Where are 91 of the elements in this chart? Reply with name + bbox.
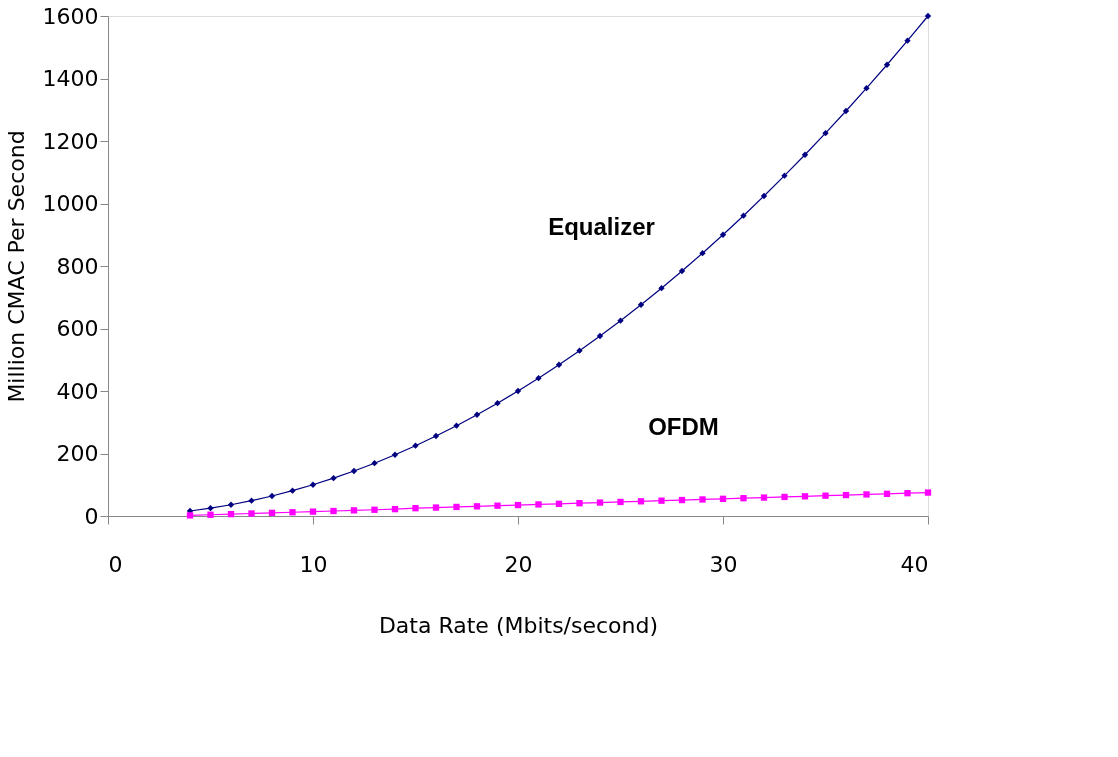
y-tick-label: 200 bbox=[56, 441, 99, 466]
point bbox=[309, 481, 317, 488]
point bbox=[350, 467, 358, 475]
point bbox=[842, 491, 850, 499]
point bbox=[391, 451, 399, 458]
text: OFDM bbox=[648, 413, 719, 441]
y-tick-label: 600 bbox=[56, 316, 99, 341]
point bbox=[678, 267, 686, 275]
point bbox=[781, 493, 788, 501]
series-label: Equalizer bbox=[548, 213, 655, 241]
point bbox=[658, 285, 665, 292]
point bbox=[494, 400, 501, 407]
point bbox=[535, 501, 542, 508]
point bbox=[822, 130, 829, 137]
x-axis-title: Data Rate (Mbits/second) bbox=[378, 612, 659, 638]
point bbox=[514, 387, 522, 395]
x-tick-label: 30 bbox=[709, 551, 738, 577]
point bbox=[760, 192, 768, 200]
point bbox=[883, 490, 891, 497]
point bbox=[494, 502, 501, 509]
point bbox=[658, 497, 665, 504]
point bbox=[637, 301, 645, 308]
point bbox=[207, 505, 214, 512]
x-tick-label: 40 bbox=[900, 551, 929, 577]
point bbox=[412, 442, 419, 449]
point bbox=[227, 501, 235, 508]
point bbox=[699, 496, 706, 503]
point bbox=[207, 511, 214, 518]
point bbox=[842, 107, 850, 115]
point bbox=[637, 498, 645, 505]
point bbox=[289, 509, 296, 516]
y-tick-label: 0 bbox=[84, 503, 99, 529]
point bbox=[822, 492, 829, 499]
point bbox=[473, 503, 481, 510]
x-tick-label: 20 bbox=[504, 551, 533, 577]
point bbox=[453, 503, 460, 511]
y-tick-label: 1200 bbox=[42, 128, 99, 154]
y-tick-label: 800 bbox=[56, 253, 99, 279]
point bbox=[576, 500, 583, 507]
point bbox=[535, 375, 542, 382]
point bbox=[453, 422, 460, 429]
point bbox=[924, 489, 932, 496]
point bbox=[432, 504, 440, 511]
point bbox=[514, 501, 522, 509]
point bbox=[904, 37, 911, 44]
point bbox=[248, 510, 255, 517]
x-tick-label: 0 bbox=[108, 551, 123, 577]
point bbox=[309, 508, 317, 515]
point bbox=[801, 493, 809, 500]
point bbox=[617, 317, 624, 324]
point bbox=[678, 496, 686, 504]
point bbox=[227, 510, 235, 518]
point bbox=[268, 492, 276, 500]
point bbox=[760, 494, 768, 501]
point bbox=[289, 487, 296, 494]
point bbox=[596, 499, 604, 506]
point bbox=[371, 506, 378, 513]
point bbox=[473, 411, 481, 418]
point bbox=[412, 505, 419, 512]
point bbox=[268, 509, 276, 517]
point bbox=[699, 250, 706, 257]
point bbox=[863, 85, 870, 92]
point bbox=[555, 361, 563, 368]
point bbox=[719, 231, 727, 238]
point bbox=[576, 347, 583, 354]
point bbox=[719, 495, 727, 502]
y-tick-label: 1400 bbox=[42, 66, 99, 91]
point bbox=[740, 495, 747, 502]
point bbox=[596, 332, 604, 340]
y-tick-label: 1000 bbox=[42, 191, 99, 216]
point bbox=[330, 507, 337, 515]
point bbox=[883, 61, 891, 68]
point bbox=[432, 432, 440, 440]
point bbox=[248, 497, 255, 504]
point bbox=[924, 12, 932, 20]
point bbox=[801, 151, 809, 158]
point bbox=[391, 505, 399, 513]
y-axis-title: Million CMAC Per Second bbox=[3, 130, 29, 403]
point bbox=[330, 475, 337, 482]
point bbox=[186, 512, 194, 519]
point bbox=[371, 460, 378, 467]
point bbox=[555, 500, 563, 507]
point bbox=[617, 498, 624, 506]
point bbox=[863, 491, 870, 498]
point bbox=[350, 507, 358, 514]
y-tick-label: 1600 bbox=[42, 3, 99, 29]
point bbox=[781, 172, 788, 179]
point bbox=[740, 212, 747, 219]
x-tick-label: 10 bbox=[299, 551, 328, 577]
point bbox=[904, 490, 911, 497]
y-tick-label: 400 bbox=[56, 378, 99, 404]
